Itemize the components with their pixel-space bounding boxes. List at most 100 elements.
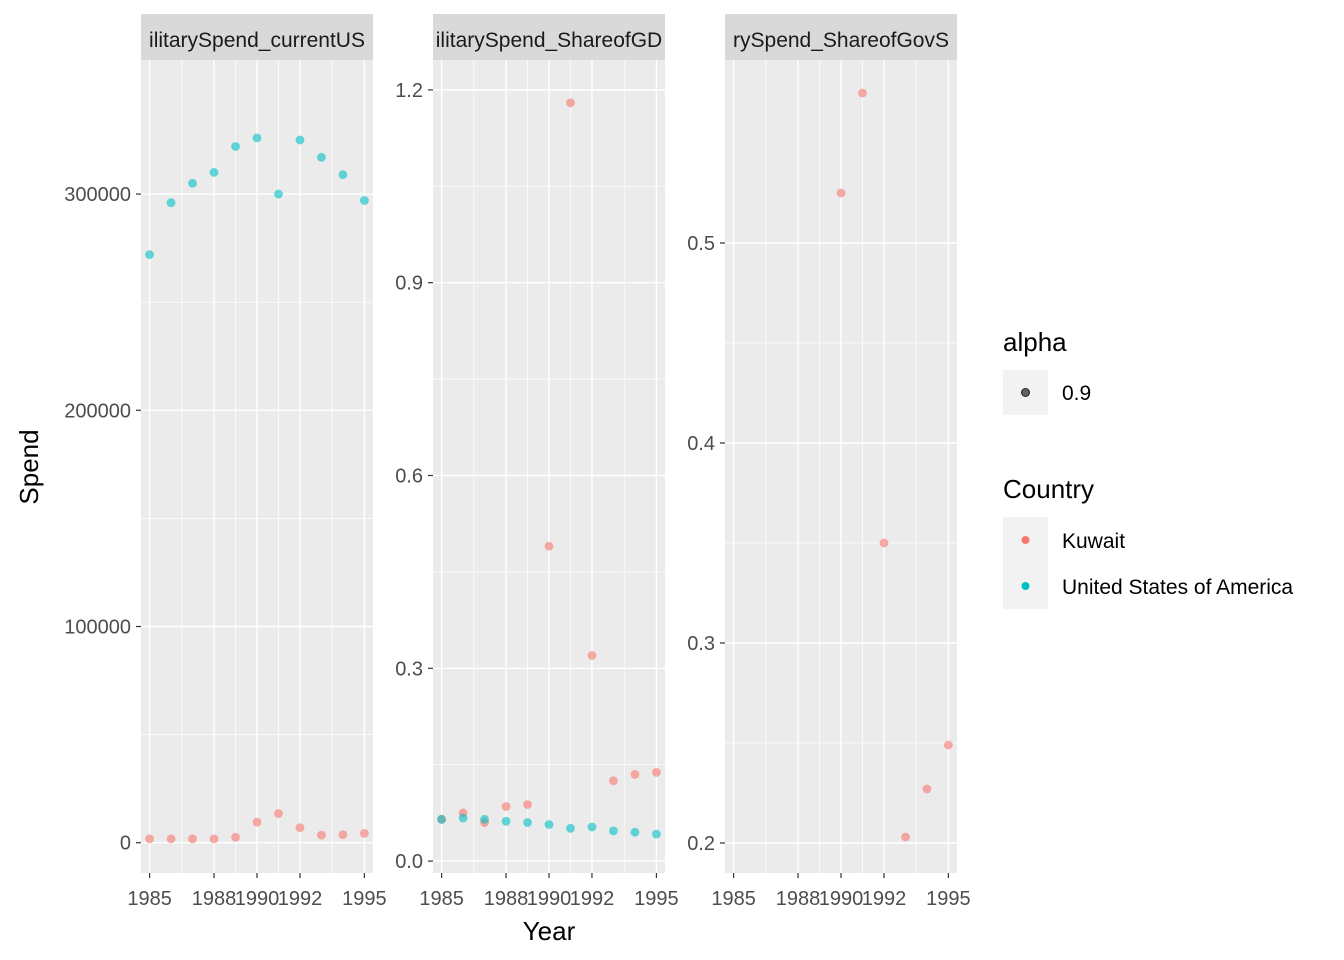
point-united-states-of-america-1994 — [630, 827, 640, 837]
x-tick-label: 1992 — [862, 888, 907, 910]
point-kuwait-1989 — [231, 832, 240, 842]
facet-strip-label: rySpend_ShareofGovS — [733, 29, 949, 52]
point-kuwait-1992 — [587, 651, 597, 660]
panel-points — [145, 133, 369, 844]
point-kuwait-1989 — [523, 800, 532, 809]
y-tick-label: 0.3 — [687, 633, 715, 655]
y-tick-label: 0.9 — [395, 273, 423, 295]
panel-points — [437, 98, 661, 839]
point-kuwait-1993 — [901, 832, 910, 842]
point-united-states-of-america-1986 — [166, 198, 176, 208]
facet-strip-label: ilitarySpend_ShareofGD — [436, 29, 662, 52]
x-tick-label: 1988 — [484, 888, 529, 910]
x-tick-label: 1988 — [192, 888, 237, 910]
point-united-states-of-america-1993 — [317, 152, 326, 162]
x-tick-label: 1988 — [776, 888, 821, 910]
panel-points — [836, 88, 953, 842]
point-kuwait-1990 — [252, 817, 262, 827]
point-united-states-of-america-1986 — [458, 813, 468, 823]
y-tick-label: 0.4 — [687, 433, 715, 455]
point-united-states-of-america-1990 — [544, 820, 554, 829]
point-kuwait-1995 — [652, 768, 661, 777]
point-united-states-of-america-1985 — [145, 250, 154, 260]
x-tick-label: 1992 — [278, 888, 323, 910]
point-kuwait-1995 — [360, 829, 369, 838]
facet-strip — [141, 14, 373, 60]
point-united-states-of-america-1987 — [480, 814, 489, 824]
point-united-states-of-america-1988 — [501, 816, 511, 826]
facet-strip — [725, 14, 957, 60]
y-tick-label: 0.0 — [395, 851, 423, 873]
y-axis-title: Spend — [14, 429, 44, 504]
legend-country-label-kuwait: Kuwait — [1062, 530, 1125, 553]
x-tick-label: 1990 — [527, 888, 572, 910]
point-united-states-of-america-1992 — [295, 135, 305, 145]
x-tick-label: 1990 — [819, 888, 864, 910]
facet-panels: ilitarySpend_currentUS 0 100000 200000 30000… — [64, 14, 971, 910]
x-tick-label: 1985 — [711, 888, 756, 910]
facet-strip — [433, 14, 665, 60]
x-axis-title: Year — [523, 916, 576, 946]
point-kuwait-1988 — [209, 834, 219, 844]
point-united-states-of-america-1994 — [338, 170, 348, 179]
point-kuwait-1993 — [317, 830, 326, 840]
point-united-states-of-america-1990 — [252, 133, 262, 143]
point-kuwait-1986 — [166, 834, 176, 844]
point-kuwait-1990 — [544, 541, 554, 551]
x-tick-label: 1995 — [342, 888, 387, 910]
point-kuwait-1994 — [338, 830, 348, 840]
point-united-states-of-america-1995 — [652, 829, 661, 839]
y-tick-label: 200000 — [64, 400, 131, 422]
point-united-states-of-america-1991 — [566, 823, 575, 833]
legend-country-key-point-usa — [1021, 582, 1030, 590]
point-kuwait-1995 — [944, 740, 953, 750]
facet-panel-1: ilitarySpend_currentUS 0 100000 200000 30000… — [64, 14, 387, 910]
y-tick-label: 0 — [120, 833, 131, 855]
point-kuwait-1994 — [922, 784, 932, 794]
y-tick-label: 1.2 — [395, 80, 423, 102]
point-kuwait-1990 — [836, 188, 846, 198]
point-kuwait-1987 — [188, 834, 197, 844]
legend-country-key-point-kuwait — [1021, 536, 1030, 544]
point-kuwait-1988 — [501, 802, 511, 811]
point-united-states-of-america-1989 — [523, 818, 532, 827]
point-united-states-of-america-1991 — [274, 189, 283, 199]
legend-country-label-usa: United States of America — [1062, 576, 1293, 599]
point-kuwait-1992 — [879, 538, 889, 548]
legend-country-title: Country — [1003, 474, 1094, 504]
point-united-states-of-america-1992 — [587, 822, 597, 832]
x-tick-label: 1985 — [419, 888, 464, 910]
y-tick-label: 100000 — [64, 617, 131, 639]
point-united-states-of-america-1989 — [231, 142, 240, 151]
point-united-states-of-america-1987 — [188, 178, 197, 188]
point-kuwait-1985 — [145, 834, 154, 844]
legend-alpha-title: alpha — [1003, 327, 1067, 357]
y-tick-label: 300000 — [64, 184, 131, 206]
x-tick-label: 1995 — [634, 888, 679, 910]
point-united-states-of-america-1985 — [437, 814, 446, 824]
legend-alpha-label: 0.9 — [1062, 382, 1091, 405]
y-tick-label: 0.6 — [395, 465, 423, 487]
legend-country: Country Kuwait United States of America — [1003, 474, 1293, 609]
legend-alpha: alpha 0.9 — [1003, 327, 1091, 415]
point-kuwait-1991 — [566, 98, 575, 108]
point-kuwait-1992 — [295, 823, 305, 832]
point-united-states-of-america-1995 — [360, 196, 369, 205]
y-tick-label: 0.3 — [395, 658, 423, 680]
legend-alpha-key-point — [1021, 388, 1030, 397]
facet-panel-2: ilitarySpend_ShareofGD 0.0 0.3 0.6 0.9 1.2 198… — [395, 14, 679, 910]
point-kuwait-1991 — [274, 809, 283, 818]
point-kuwait-1993 — [609, 776, 618, 786]
point-united-states-of-america-1988 — [209, 168, 219, 177]
y-tick-label: 0.5 — [687, 233, 715, 255]
point-united-states-of-america-1993 — [609, 826, 618, 836]
x-tick-label: 1995 — [926, 888, 971, 910]
y-tick-label: 0.2 — [687, 833, 715, 855]
point-kuwait-1994 — [630, 769, 640, 779]
facet-strip-label: ilitarySpend_currentUS — [149, 29, 365, 52]
point-kuwait-1991 — [858, 88, 867, 98]
x-tick-label: 1992 — [570, 888, 615, 910]
x-tick-label: 1985 — [127, 888, 172, 910]
